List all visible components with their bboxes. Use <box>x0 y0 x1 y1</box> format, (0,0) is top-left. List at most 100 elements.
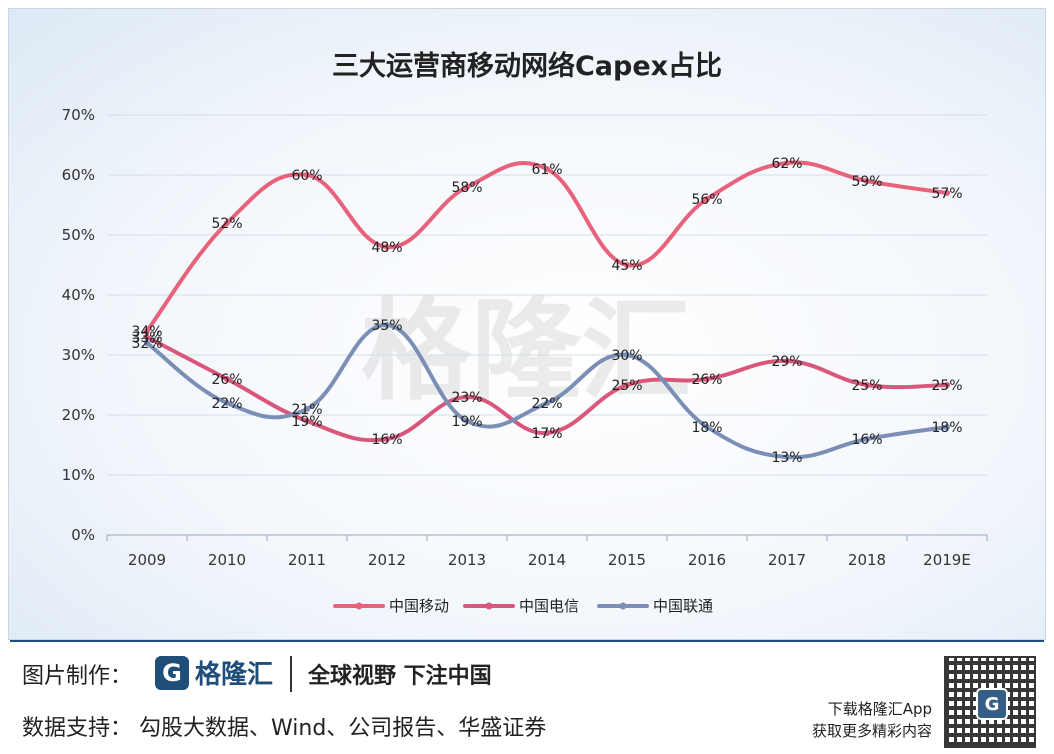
data-label: 25% <box>931 378 962 394</box>
x-tick-label: 2015 <box>608 551 646 569</box>
legend-marker-2 <box>619 602 627 610</box>
y-tick-label: 60% <box>62 166 95 184</box>
legend-label-0: 中国移动 <box>389 597 449 615</box>
data-label: 57% <box>931 186 962 202</box>
data-label: 35% <box>371 318 402 334</box>
y-tick-label: 40% <box>62 286 95 304</box>
data-label: 26% <box>211 372 242 388</box>
data-point <box>384 436 390 442</box>
credit-label: 图片制作： <box>22 664 133 689</box>
x-tick-label: 2012 <box>368 551 406 569</box>
chart-panel: 格隆汇 三大运营商移动网络Capex占比 0% 10% 20% 30% 40% 50% 60… <box>8 8 1046 640</box>
data-label: 34% <box>131 324 162 340</box>
data-label: 18% <box>691 420 722 436</box>
legend-label-2: 中国联通 <box>653 597 713 615</box>
x-tick-label: 2017 <box>768 551 806 569</box>
data-label: 16% <box>851 432 882 448</box>
data-labels: 34% 52% 60% 48% 58% 61% 45% 56% 62% 59% 57% 33% 26% 1… <box>131 156 962 466</box>
data-point <box>624 262 630 268</box>
legend-label-1: 中国电信 <box>519 597 579 615</box>
data-point <box>384 322 390 328</box>
data-label: 30% <box>611 348 642 364</box>
series-line-2 <box>145 322 949 460</box>
x-tick-label: 2010 <box>208 551 246 569</box>
download-line-2: 获取更多精彩内容 <box>811 722 932 740</box>
data-point <box>704 424 710 430</box>
data-label: 45% <box>611 258 642 274</box>
data-label: 56% <box>691 192 722 208</box>
x-axis-ticks: 2009 2010 2011 2012 2013 2014 2015 2016 2017 2018… <box>128 551 971 569</box>
data-point <box>784 358 790 364</box>
footer: 图片制作： G 格隆汇 全球视野 下注中国 数据支持： 勾股大数据、Wind、公… <box>0 640 1054 754</box>
brand: G 格隆汇 <box>155 654 273 691</box>
data-point <box>624 352 630 358</box>
data-point <box>864 382 870 388</box>
download-prompt: 下载格隆汇App 获取更多精彩内容 <box>812 698 932 742</box>
x-tick-label: 2009 <box>128 551 166 569</box>
slogan: 全球视野 下注中国 <box>308 664 492 689</box>
series-lines <box>144 160 950 460</box>
data-point <box>544 166 550 172</box>
y-tick-label: 70% <box>62 106 95 124</box>
line-chart: 格隆汇 三大运营商移动网络Capex占比 0%10%20%30%40%50%60… <box>62 50 988 615</box>
data-label: 62% <box>771 156 802 172</box>
data-point <box>224 220 230 226</box>
data-point <box>784 160 790 166</box>
data-point <box>544 430 550 436</box>
data-point <box>944 382 950 388</box>
brand-logo-icon: G <box>155 655 189 690</box>
data-point <box>144 328 150 334</box>
data-label: 26% <box>691 372 722 388</box>
data-label: 17% <box>531 426 562 442</box>
data-point <box>944 424 950 430</box>
data-point <box>704 196 710 202</box>
brand-name: 格隆汇 <box>195 660 274 690</box>
data-label: 19% <box>451 414 482 430</box>
x-tick-label: 2016 <box>688 551 726 569</box>
data-label: 48% <box>371 240 402 256</box>
data-point <box>224 376 230 382</box>
data-label: 33% <box>131 330 162 346</box>
data-label: 52% <box>211 216 242 232</box>
data-point <box>864 178 870 184</box>
chart-title: 三大运营商移动网络Capex占比 <box>332 50 722 82</box>
data-point <box>144 340 150 346</box>
data-label: 61% <box>531 162 562 178</box>
y-tick-label: 20% <box>62 406 95 424</box>
data-label: 25% <box>851 378 882 394</box>
data-point <box>304 406 310 412</box>
data-label: 29% <box>771 354 802 370</box>
y-axis-ticks: 0% 10% 20% 30% 40% 50% 60% 70% <box>62 106 95 544</box>
data-point <box>304 172 310 178</box>
data-label: 32% <box>131 336 162 352</box>
y-tick-label: 10% <box>62 466 95 484</box>
data-point <box>384 244 390 250</box>
data-point <box>224 400 230 406</box>
data-point <box>544 400 550 406</box>
qr-code-icon[interactable]: G <box>944 656 1036 748</box>
data-source: 数据支持： 勾股大数据、Wind、公司报告、华盛证券 <box>22 716 547 741</box>
legend: 中国移动 中国电信 中国联通 <box>333 597 713 615</box>
data-point <box>304 418 310 424</box>
data-label: 22% <box>531 396 562 412</box>
x-tick-label: 2014 <box>528 551 566 569</box>
x-tick-label: 2019E <box>923 551 971 569</box>
data-label: 60% <box>291 168 322 184</box>
data-point <box>464 184 470 190</box>
data-point <box>704 376 710 382</box>
data-point <box>864 436 870 442</box>
legend-marker-1 <box>485 602 493 610</box>
data-point <box>464 394 470 400</box>
legend-marker-0 <box>355 602 363 610</box>
data-label: 16% <box>371 432 402 448</box>
data-label: 25% <box>611 378 642 394</box>
brand-separator <box>290 656 292 692</box>
qr-badge-icon: G <box>976 688 1008 720</box>
data-label: 58% <box>451 180 482 196</box>
download-line-1: 下载格隆汇App <box>827 700 932 718</box>
x-tick-label: 2011 <box>288 551 326 569</box>
data-label: 23% <box>451 390 482 406</box>
data-label: 18% <box>931 420 962 436</box>
data-label: 22% <box>211 396 242 412</box>
data-point <box>144 334 150 340</box>
